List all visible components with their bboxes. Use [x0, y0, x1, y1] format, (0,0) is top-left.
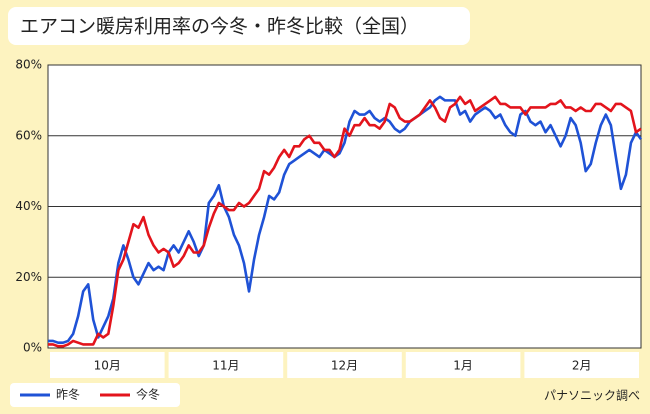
- legend-label: 今冬: [136, 387, 160, 402]
- y-tick-label: 0%: [23, 341, 42, 355]
- source: パナソニック調べ: [544, 389, 640, 403]
- month-box: [405, 352, 521, 378]
- month-box: [524, 352, 639, 378]
- legend-label: 昨冬: [56, 387, 80, 402]
- x-tick-label: 10月: [94, 359, 121, 373]
- series-line: [48, 95, 643, 344]
- y-tick-label: 80%: [15, 58, 42, 72]
- y-tick-label: 40%: [15, 199, 42, 213]
- y-tick-label: 60%: [15, 128, 42, 142]
- title-box: [8, 7, 470, 45]
- x-tick-label: 11月: [212, 359, 239, 373]
- y-tick-label: 20%: [15, 270, 42, 284]
- chart-title: エアコン暖房利用率の今冬・昨冬比較（全国）: [20, 16, 419, 38]
- legend-box: [10, 383, 180, 407]
- x-tick-label: 2月: [572, 359, 592, 373]
- x-tick-label: 1月: [453, 359, 473, 373]
- month-box: [287, 352, 402, 378]
- month-box: [50, 352, 165, 378]
- x-tick-label: 12月: [331, 359, 358, 373]
- month-box: [168, 352, 284, 378]
- series-line: [48, 95, 642, 348]
